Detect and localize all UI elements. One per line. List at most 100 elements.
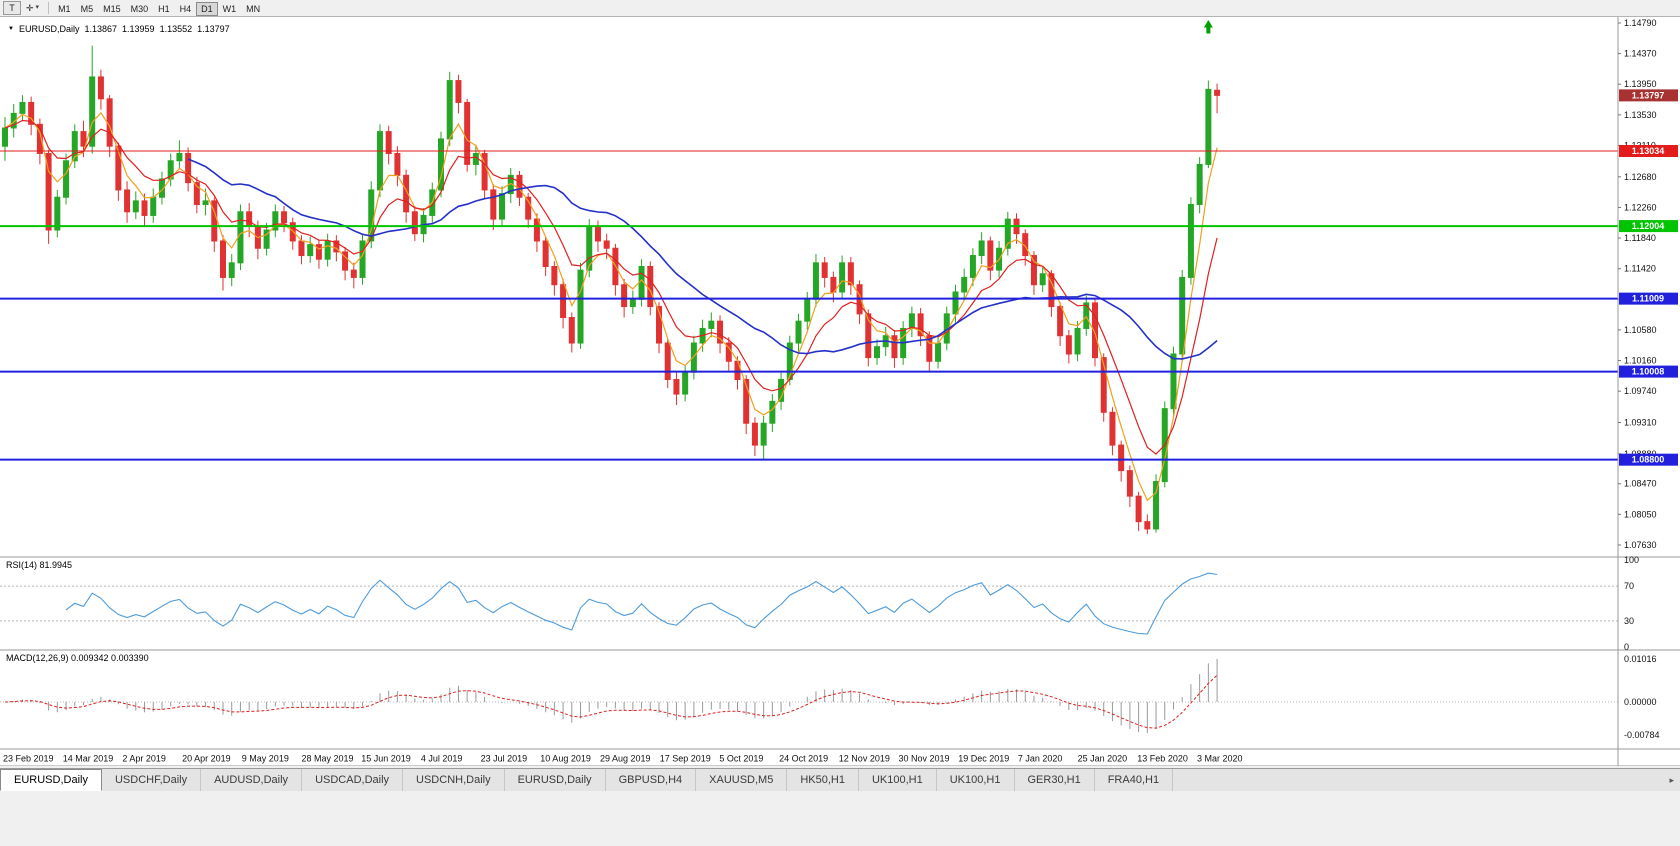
macd-indicator-label: MACD(12,26,9) 0.009342 0.003390: [6, 653, 149, 663]
rsi-tick-label: 0: [1624, 642, 1629, 652]
timeframe-button-h1[interactable]: H1: [158, 4, 170, 14]
price-tick-label: 1.09740: [1624, 386, 1657, 396]
chart-toolbar: T ✛ ▾ M1 M5 M15 M30 H1 H4 D1 W1 MN: [0, 0, 1680, 17]
chart-tab-usdchf-daily[interactable]: USDCHF,Daily: [102, 769, 202, 791]
price-tick-label: 1.12260: [1624, 202, 1657, 212]
timeframe-buttons: M1 M5 M15 M30 H1 H4 D1 W1 MN: [53, 0, 265, 17]
quote-low: 1.13552: [159, 24, 193, 34]
quote-close: 1.13797: [197, 24, 230, 34]
chart-tab-usdcad-daily[interactable]: USDCAD,Daily: [302, 769, 404, 791]
candles-layer: [2, 45, 1221, 535]
timeframe-button-w1[interactable]: W1: [222, 4, 237, 14]
chart-tab-eurusd-daily[interactable]: EURUSD,Daily: [505, 769, 606, 791]
price-tick-label: 1.13530: [1624, 110, 1657, 120]
price-tag: [1619, 365, 1678, 378]
date-tick-label: 25 Jan 2020: [1078, 754, 1128, 764]
price-tick-label: 1.14790: [1624, 18, 1657, 28]
caret-down-icon: ▾: [35, 4, 40, 11]
date-tick-label: 14 Mar 2019: [63, 754, 114, 764]
date-tick-label: 19 Dec 2019: [958, 754, 1009, 764]
date-tick-label: 7 Jan 2020: [1018, 754, 1063, 764]
price-tick-label: 1.10580: [1624, 325, 1657, 335]
chart-tab-ger30-h1[interactable]: GER30,H1: [1015, 769, 1095, 791]
date-tick-label: 23 Feb 2019: [3, 754, 54, 764]
timeframe-button-m5[interactable]: M5: [80, 4, 94, 14]
quote-open: 1.13867: [84, 24, 118, 34]
rsi-line: [65, 572, 1218, 635]
date-tick-label: 13 Feb 2020: [1137, 754, 1188, 764]
quote-header: ▼ EURUSD,Daily 1.13867 1.13959 1.13552 1…: [8, 24, 230, 34]
price-tag-label: 1.13034: [1632, 146, 1665, 156]
date-tick-label: 17 Sep 2019: [660, 754, 711, 764]
price-tag: [1619, 89, 1678, 102]
price-tick-label: 1.13950: [1624, 79, 1657, 89]
price-tick-label: 1.11420: [1624, 264, 1656, 274]
price-tick-label: 1.09310: [1624, 417, 1657, 427]
chart-tab-usdcnh-daily[interactable]: USDCNH,Daily: [403, 769, 505, 791]
date-tick-label: 3 Mar 2020: [1197, 754, 1243, 764]
chart-tab-uk100-h1[interactable]: UK100,H1: [937, 769, 1015, 791]
date-tick-label: 30 Nov 2019: [899, 754, 950, 764]
drawing-tool-button[interactable]: ✛ ▾: [21, 1, 44, 15]
chart-tab-eurusd-daily[interactable]: EURUSD,Daily: [0, 769, 102, 791]
chart-tab-xauusd-m5[interactable]: XAUUSD,M5: [696, 769, 788, 791]
quote-high: 1.13959: [122, 24, 155, 34]
price-tick-label: 1.14370: [1624, 49, 1657, 59]
chart-area: 1.147901.143701.139501.135301.131101.126…: [0, 17, 1680, 766]
price-tag-label: 1.11009: [1632, 294, 1664, 304]
rsi-tick-label: 30: [1624, 616, 1634, 626]
timeframe-button-m1[interactable]: M1: [58, 4, 71, 14]
chart-tab-gbpusd-h4[interactable]: GBPUSD,H4: [606, 769, 697, 791]
price-tick-label: 1.12680: [1624, 172, 1657, 182]
rsi-indicator-label: RSI(14) 81.9945: [6, 560, 73, 570]
date-tick-label: 20 Apr 2019: [182, 754, 231, 764]
chart-tab-uk100-h1[interactable]: UK100,H1: [859, 769, 937, 791]
price-tick-label: 1.08050: [1624, 509, 1657, 519]
chart-tab-hk50-h1[interactable]: HK50,H1: [787, 769, 859, 791]
price-tag-label: 1.13797: [1632, 90, 1665, 100]
crosshair-icon: ✛: [26, 3, 34, 13]
chart-tab-audusd-daily[interactable]: AUDUSD,Daily: [201, 769, 303, 791]
timeframe-button-h4[interactable]: H4: [179, 4, 192, 14]
macd-tick-label: -0.00784: [1624, 730, 1660, 740]
timeframe-button-d1[interactable]: D1: [196, 2, 218, 16]
price-tick-label: 1.07630: [1624, 540, 1657, 550]
price-tag: [1619, 220, 1678, 233]
rsi-tick-label: 100: [1624, 555, 1639, 565]
price-tick-label: 1.11840: [1624, 233, 1656, 243]
up-arrow-marker: [1203, 20, 1213, 34]
macd-signal-line: [4, 674, 1218, 729]
chart-tabbar: EURUSD,Daily USDCHF,Daily AUDUSD,Daily USDC…: [0, 768, 1680, 791]
date-tick-label: 12 Nov 2019: [839, 754, 890, 764]
timeframe-button-m15[interactable]: M15: [103, 4, 121, 14]
date-tick-label: 2 Apr 2019: [122, 754, 166, 764]
ma-line-medium: [4, 119, 1218, 455]
date-tick-label: 24 Oct 2019: [779, 754, 828, 764]
date-tick-label: 4 Jul 2019: [421, 754, 463, 764]
toolbar-separator: [48, 2, 50, 14]
date-tick-label: 10 Aug 2019: [540, 754, 591, 764]
price-tag-label: 1.10008: [1632, 367, 1665, 377]
timeframe-button-m30[interactable]: M30: [130, 4, 149, 14]
macd-tick-label: 0.00000: [1624, 697, 1657, 707]
price-tick-label: 1.08470: [1624, 479, 1657, 489]
toolbar-button-t[interactable]: T: [3, 1, 21, 15]
price-tag: [1619, 292, 1678, 305]
symbol-dropdown-icon[interactable]: ▼: [8, 26, 14, 32]
date-tick-label: 28 May 2019: [302, 754, 354, 764]
timeframe-button-mn[interactable]: MN: [246, 4, 261, 14]
macd-histogram: [13, 658, 1218, 734]
chart-tab-fra40-h1[interactable]: FRA40,H1: [1095, 769, 1174, 791]
price-tick-label: 1.10160: [1624, 356, 1657, 366]
date-tick-label: 5 Oct 2019: [719, 754, 763, 764]
rsi-tick-label: 70: [1624, 581, 1634, 591]
price-chart[interactable]: 1.147901.143701.139501.135301.131101.126…: [0, 17, 1680, 766]
date-tick-label: 15 Jun 2019: [361, 754, 411, 764]
tab-scroll-right-button[interactable]: ▸: [1669, 774, 1674, 785]
ma-line-fast: [4, 111, 1218, 502]
price-tag: [1619, 453, 1678, 466]
price-tag-label: 1.08800: [1632, 455, 1665, 465]
date-tick-label: 23 Jul 2019: [481, 754, 528, 764]
symbol-label: EURUSD,Daily: [18, 24, 80, 34]
price-tag-label: 1.12004: [1632, 221, 1665, 231]
